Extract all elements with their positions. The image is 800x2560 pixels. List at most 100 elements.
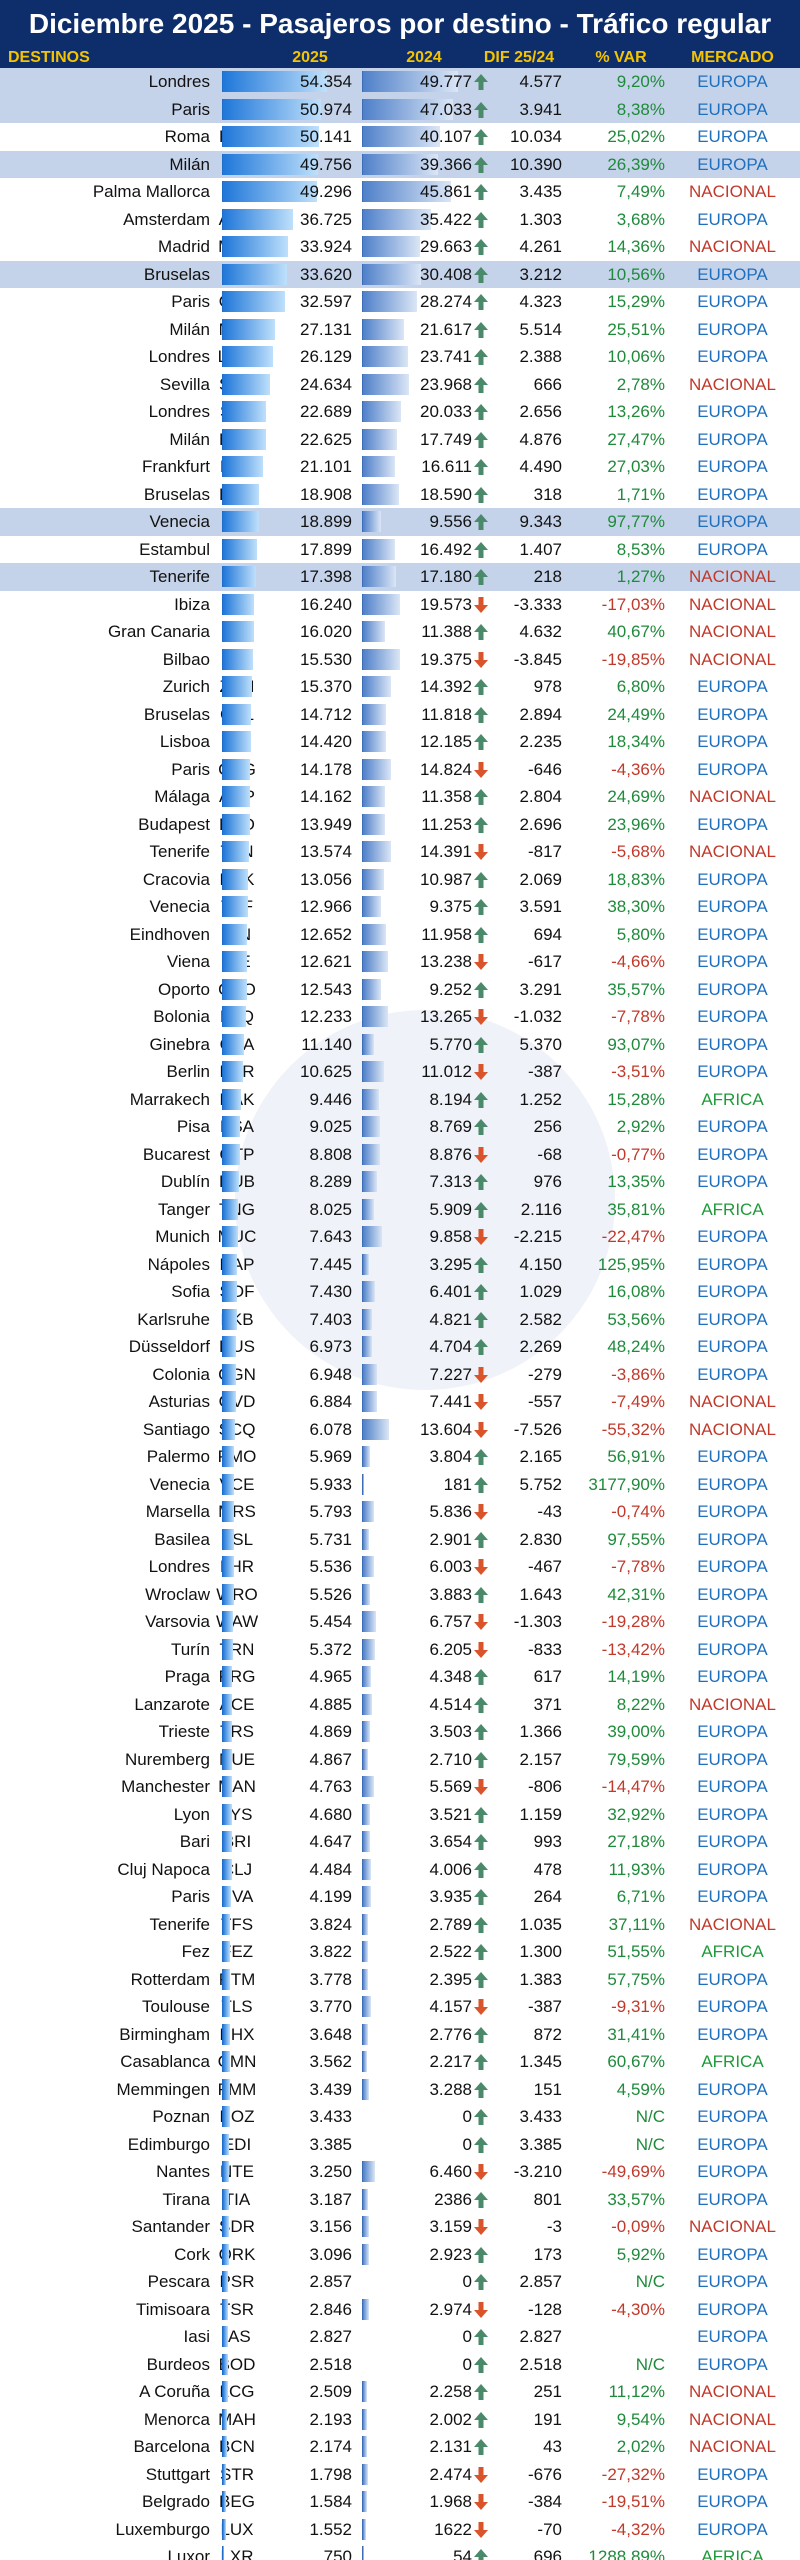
percent-variation: 31,41% bbox=[607, 2024, 665, 2044]
bar-2025 bbox=[222, 401, 267, 422]
bar-2025 bbox=[222, 1803, 232, 1825]
difference-value: 264 bbox=[533, 1887, 562, 1906]
table-row: Venecia 18.899 9.556 9.343 97,77% EUROPA bbox=[0, 508, 800, 536]
column-header-row: DESTINOS 2025 2024 DIF 25/24 % VAR MERCA… bbox=[0, 48, 800, 68]
arrow-up-icon bbox=[473, 1526, 491, 1554]
table-row: Luxor LXR 750 54 696 1288,89% AFRICA bbox=[0, 2543, 800, 2560]
value-2024: 29.663 bbox=[420, 237, 472, 256]
bar-2024 bbox=[362, 1033, 375, 1055]
value-2025: 750 bbox=[323, 2547, 352, 2560]
table-row: Nuremberg NUE 4.867 2.710 2.157 79,59% EUROPA bbox=[0, 1746, 800, 1774]
arrow-up-icon bbox=[473, 1856, 491, 1884]
difference-value: 694 bbox=[533, 924, 562, 944]
percent-variation: -19,85% bbox=[601, 649, 665, 669]
value-2025: 3.778 bbox=[309, 1969, 352, 1989]
destination-name: Luxemburgo bbox=[115, 2519, 210, 2539]
value-2025: 13.056 bbox=[300, 869, 352, 889]
market-label: EUROPA bbox=[697, 869, 768, 889]
value-2024: 9.375 bbox=[429, 897, 472, 916]
arrow-up-icon bbox=[473, 2131, 491, 2159]
value-2025: 7.430 bbox=[309, 1282, 352, 1301]
bar-2025 bbox=[222, 373, 271, 395]
difference-value: 2.656 bbox=[519, 402, 562, 421]
value-2025: 12.966 bbox=[300, 897, 352, 916]
destination-name: Manchester bbox=[121, 1777, 210, 1796]
value-2025: 36.725 bbox=[300, 209, 352, 229]
watermark-logo bbox=[235, 1010, 615, 1390]
percent-variation: 2,02% bbox=[616, 2437, 665, 2456]
percent-variation: -14,47% bbox=[601, 1777, 665, 1796]
difference-value: 4.490 bbox=[519, 457, 562, 476]
destination-name: A Coruña bbox=[139, 2382, 210, 2401]
market-label: NACIONAL bbox=[689, 237, 776, 256]
market-label: EUROPA bbox=[697, 897, 768, 916]
value-2024: 5.909 bbox=[429, 1199, 472, 1219]
value-2024: 16.611 bbox=[421, 457, 472, 476]
destination-name: Pescara bbox=[147, 2272, 210, 2291]
arrow-up-icon bbox=[473, 178, 491, 206]
destination-name: Toulouse bbox=[141, 1997, 210, 2016]
difference-value: -3 bbox=[546, 2217, 562, 2236]
value-2024: 16.492 bbox=[420, 539, 472, 559]
arrow-up-icon bbox=[473, 343, 491, 371]
bar-2024 bbox=[362, 1611, 376, 1632]
value-2024: 8.194 bbox=[429, 1089, 472, 1109]
destination-name: Belgrado bbox=[141, 2492, 210, 2511]
value-2025: 2.509 bbox=[309, 2382, 352, 2401]
value-2025: 54.354 bbox=[300, 72, 352, 91]
percent-variation: 27,18% bbox=[607, 1832, 665, 1851]
table-row: Varsovia WAW 5.454 6.757 -1.303 -19,28% EUROPA bbox=[0, 1608, 800, 1636]
percent-variation: N/C bbox=[635, 2272, 665, 2291]
value-2025: 4.965 bbox=[309, 1667, 352, 1686]
value-2025: 9.446 bbox=[309, 1089, 352, 1109]
bar-2024 bbox=[362, 483, 399, 505]
value-2024: 5.770 bbox=[429, 1034, 472, 1054]
table-row: Santiago SCQ 6.078 13.604 -7.526 -55,32% NACIO… bbox=[0, 1416, 800, 1444]
value-2024: 4.006 bbox=[429, 1859, 472, 1879]
header-mercado: MERCADO bbox=[691, 49, 774, 66]
percent-variation: -5,68% bbox=[611, 842, 665, 861]
percent-variation: -55,32% bbox=[601, 1419, 665, 1439]
market-label: AFRICA bbox=[701, 1199, 764, 1219]
table-row: Tenerife 17.398 17.180 218 1,27% NACIONAL bbox=[0, 563, 800, 591]
destination-name: Bolonia bbox=[153, 1007, 210, 1026]
arrow-up-icon bbox=[473, 563, 491, 591]
percent-variation: 48,24% bbox=[607, 1337, 665, 1356]
table-row: Bari BRI 4.647 3.654 993 27,18% EUROPA bbox=[0, 1828, 800, 1856]
value-2025: 7.445 bbox=[309, 1254, 352, 1274]
bar-2024 bbox=[362, 1308, 373, 1330]
market-label: NACIONAL bbox=[689, 1694, 776, 1714]
page-title: Diciembre 2025 - Pasajeros por destino -… bbox=[0, 0, 800, 48]
percent-variation: N/C bbox=[635, 2134, 665, 2154]
value-2025: 8.289 bbox=[309, 1172, 352, 1191]
bar-2024 bbox=[362, 2051, 368, 2072]
value-2024: 11.388 bbox=[421, 622, 472, 641]
destination-name: Karlsruhe bbox=[137, 1309, 210, 1329]
destination-name: Tenerife bbox=[149, 842, 210, 861]
destination-name: Cork bbox=[174, 2244, 210, 2264]
value-2024: 2.901 bbox=[429, 1529, 472, 1549]
bar-2025 bbox=[222, 1253, 238, 1275]
bar-2024 bbox=[362, 676, 391, 697]
bar-2025 bbox=[222, 2463, 227, 2485]
market-label: EUROPA bbox=[697, 2134, 768, 2154]
destination-name: Milán bbox=[169, 154, 210, 174]
bar-2025 bbox=[222, 1336, 237, 1357]
arrow-up-icon bbox=[473, 2076, 491, 2104]
bar-2024 bbox=[362, 1968, 368, 1990]
difference-value: 43 bbox=[543, 2437, 562, 2456]
destination-name: Iasi bbox=[183, 2327, 210, 2346]
value-2024: 11.012 bbox=[421, 1062, 472, 1081]
bar-2024 bbox=[362, 373, 409, 395]
percent-variation: -4,36% bbox=[611, 759, 665, 779]
bar-2025 bbox=[222, 1748, 233, 1770]
bar-2025 bbox=[222, 291, 286, 312]
